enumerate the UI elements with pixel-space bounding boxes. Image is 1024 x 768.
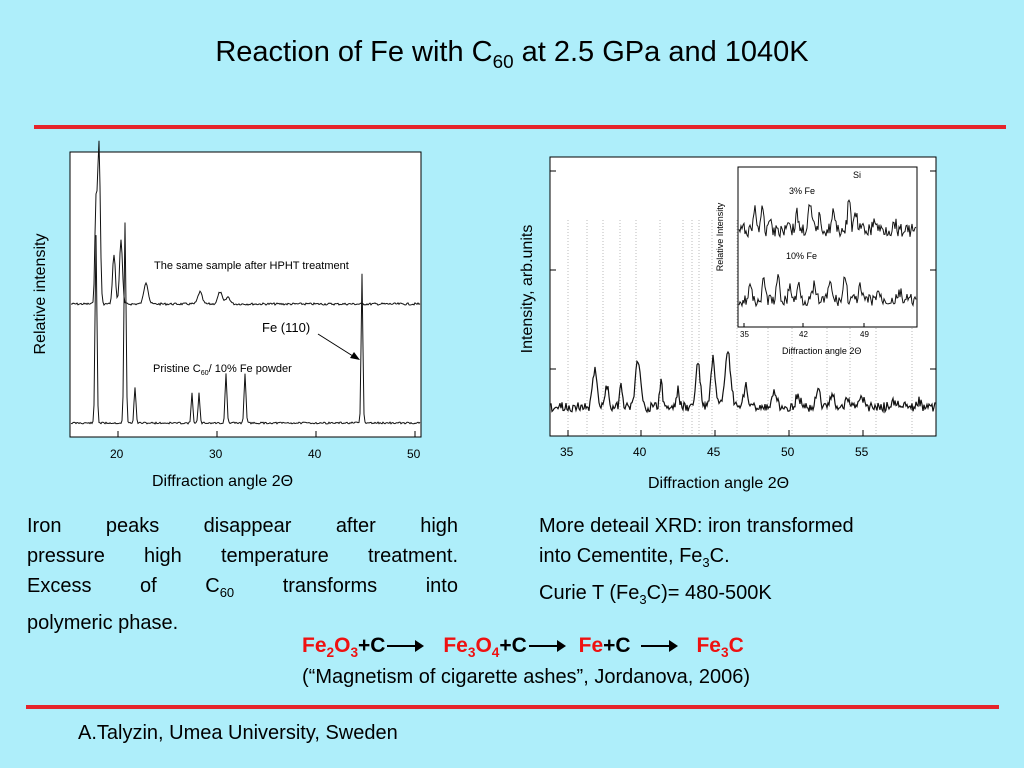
left-y-axis-label: Relative intensity xyxy=(32,233,49,355)
reaction-equation: Fe2O3+C Fe3O4+C Fe+C Fe3C xyxy=(302,634,744,660)
inset-si-label: Si xyxy=(853,170,862,180)
top-divider xyxy=(34,125,1006,129)
right-chart-svg xyxy=(549,156,937,437)
left-chart-svg xyxy=(69,140,422,438)
inset-10fe-label: 10% Fe xyxy=(786,251,818,261)
arrow-icon xyxy=(528,640,566,653)
inset-y-axis-label: Relative Intensity xyxy=(715,202,725,272)
left-x-axis-label: Diffraction angle 2Θ xyxy=(152,473,294,490)
left-line-2: pressure high temperature treatment. xyxy=(27,545,458,567)
right-x-axis-label: Diffraction angle 2Θ xyxy=(648,475,790,492)
xtick-55: 55 xyxy=(855,445,869,459)
slide-title: Reaction of Fe with C60 at 2.5 GPa and 1… xyxy=(215,36,809,72)
annotation-top: The same sample after HPHT treatment xyxy=(154,260,349,272)
fe3o4: Fe3O4 xyxy=(443,634,500,661)
inset-xtick-49: 49 xyxy=(860,330,869,339)
right-line-2: into Cementite, Fe3C. xyxy=(539,545,730,570)
xtick-50: 50 xyxy=(781,445,795,459)
xtick-40: 40 xyxy=(308,447,322,461)
fe-arrow xyxy=(317,333,357,359)
left-line-4: polymeric phase. xyxy=(27,612,179,634)
footer-author: A.Talyzin, Umea University, Sweden xyxy=(78,722,398,744)
left-line-3: Excess of C60 transforms into xyxy=(27,575,458,600)
right-trace xyxy=(550,350,936,414)
fe2o3: Fe2O3 xyxy=(302,634,359,661)
left-chart: 20 30 40 50 The same sample after HPHT t… xyxy=(0,140,460,500)
inset-top-trace xyxy=(738,199,917,239)
fe3c: Fe3C xyxy=(696,634,744,661)
fe: Fe xyxy=(578,634,604,657)
right-chart: 35 40 45 50 55 Diffraction angle 2Θ Inte… xyxy=(500,145,960,505)
arrow-icon xyxy=(387,640,425,653)
annotation-fe: Fe (110) xyxy=(262,320,311,335)
inset-xtick-35: 35 xyxy=(740,330,749,339)
xtick-35: 35 xyxy=(560,445,574,459)
right-y-axis-label: Intensity, arb.units xyxy=(519,224,536,354)
xtick-45: 45 xyxy=(707,445,721,459)
xtick-40: 40 xyxy=(633,445,647,459)
annotation-bottom: Pristine C60/ 10% Fe powder xyxy=(153,363,292,378)
arrow-icon xyxy=(640,640,678,653)
xtick-20: 20 xyxy=(110,447,124,461)
inset-xtick-42: 42 xyxy=(799,330,808,339)
xtick-30: 30 xyxy=(209,447,223,461)
inset-3fe-label: 3% Fe xyxy=(789,186,816,196)
right-paragraph: More deteail XRD: iron transformed into … xyxy=(539,511,979,615)
inset-x-axis-label: Diffraction angle 2Θ xyxy=(782,346,862,356)
left-paragraph: Iron peaks disappear after high pressure… xyxy=(27,511,458,638)
plus-c-3: +C xyxy=(603,634,631,657)
right-line-3: Curie T (Fe3C)= 480-500K xyxy=(539,582,772,607)
bottom-divider xyxy=(26,705,999,709)
right-line-1: More deteail XRD: iron transformed xyxy=(539,515,854,537)
plus-c-1: +C xyxy=(358,634,386,657)
citation: (“Magnetism of cigarette ashes”, Jordano… xyxy=(302,666,750,688)
fe-arrow-head xyxy=(350,352,360,360)
left-line-1: Iron peaks disappear after high xyxy=(27,515,459,537)
xtick-50: 50 xyxy=(407,447,421,461)
inset-bot-trace xyxy=(738,274,917,308)
plus-c-2: +C xyxy=(499,634,527,657)
left-bot-trace xyxy=(70,222,421,425)
